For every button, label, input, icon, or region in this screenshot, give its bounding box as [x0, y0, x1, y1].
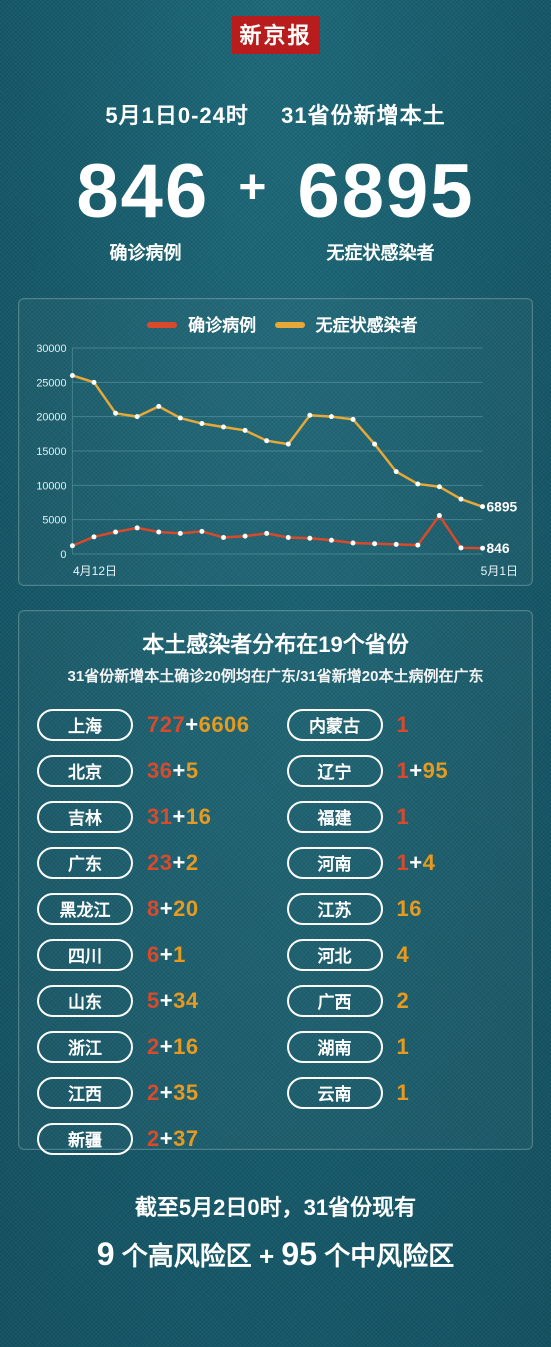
province-row: 湖南 1	[287, 1026, 515, 1068]
province-pill: 北京	[37, 755, 133, 787]
province-pill: 上海	[37, 709, 133, 741]
svg-text:20000: 20000	[36, 412, 66, 424]
headline-big-numbers: 846 + 6895	[0, 148, 551, 235]
svg-text:15000: 15000	[36, 446, 66, 458]
headline: 5月1日0-24时 31省份新增本土 846 + 6895 确诊病例 无症状感染…	[0, 98, 551, 265]
province-row: 云南 1	[287, 1072, 515, 1114]
province-numbers: 1+4	[397, 850, 436, 876]
province-row: 广东 23+2	[37, 842, 265, 884]
province-row: 江苏 16	[287, 888, 515, 930]
province-numbers: 727+6606	[147, 712, 250, 738]
province-numbers: 23+2	[147, 850, 199, 876]
chart-x-axis: 4月12日 5月1日	[29, 560, 522, 579]
high-risk-number: 9	[97, 1236, 115, 1272]
province-row: 内蒙古 1	[287, 704, 515, 746]
province-row: 江西 2+35	[37, 1072, 265, 1114]
province-numbers: 2+35	[147, 1080, 199, 1106]
headline-scope: 31省份新增本土	[281, 103, 445, 128]
chart-legend: 确诊病例 无症状感染者	[29, 311, 522, 336]
province-pill: 湖南	[287, 1031, 383, 1063]
trend-chart-card: 确诊病例 无症状感染者 0 5000 10000 15000 20000 25000 300…	[18, 298, 533, 586]
province-row: 山东 5+34	[37, 980, 265, 1022]
province-column-left: 上海 727+6606 北京 36+5 吉林 31+16 广东 23+2 黑龙江 8+20 四川 6+…	[37, 704, 265, 1164]
svg-text:30000: 30000	[36, 343, 66, 355]
province-row: 浙江 2+16	[37, 1026, 265, 1068]
distribution-subtitle: 31省份新增本土确诊20例均在广东/31省新增20本土病例在广东	[37, 665, 514, 686]
province-numbers: 16	[397, 896, 422, 922]
svg-text:846: 846	[487, 540, 510, 556]
province-pill: 四川	[37, 939, 133, 971]
asymptomatic-label: 无症状感染者	[251, 239, 511, 265]
svg-text:10000: 10000	[36, 480, 66, 492]
province-numbers: 2+16	[147, 1034, 199, 1060]
province-numbers: 6+1	[147, 942, 186, 968]
svg-text:0: 0	[60, 549, 66, 560]
province-row: 新疆 2+37	[37, 1118, 265, 1160]
brand-logo: 新京报	[231, 16, 319, 54]
province-pill: 福建	[287, 801, 383, 833]
distribution-card: 本土感染者分布在19个省份 31省份新增本土确诊20例均在广东/31省新增20本…	[18, 610, 533, 1150]
svg-text:25000: 25000	[36, 377, 66, 389]
province-row: 福建 1	[287, 796, 515, 838]
footer-line1: 截至5月2日0时，31省份现有	[0, 1190, 551, 1222]
province-pill: 山东	[37, 985, 133, 1017]
province-pill: 新疆	[37, 1123, 133, 1155]
province-numbers: 1+95	[397, 758, 449, 784]
confirmed-number: 846	[76, 149, 209, 234]
province-pill: 吉林	[37, 801, 133, 833]
province-row: 广西 2	[287, 980, 515, 1022]
province-pill: 河南	[287, 847, 383, 879]
province-row: 河南 1+4	[287, 842, 515, 884]
province-numbers: 5+34	[147, 988, 199, 1014]
svg-text:5000: 5000	[42, 515, 66, 527]
legend-label-asymptomatic: 无症状感染者	[316, 316, 418, 335]
province-row: 辽宁 1+95	[287, 750, 515, 792]
plus-sign: +	[238, 161, 268, 214]
province-numbers: 1	[397, 712, 410, 738]
province-pill: 江苏	[287, 893, 383, 925]
mid-risk-number: 95	[281, 1236, 317, 1272]
legend-label-confirmed: 确诊病例	[188, 316, 256, 335]
province-numbers: 2	[397, 988, 410, 1014]
province-pill: 广西	[287, 985, 383, 1017]
footer-summary: 截至5月2日0时，31省份现有 9 个高风险区 + 95 个中风险区	[0, 1190, 551, 1273]
province-pill: 内蒙古	[287, 709, 383, 741]
province-pill: 浙江	[37, 1031, 133, 1063]
trend-chart: 0 5000 10000 15000 20000 25000 30000 6895 846	[29, 342, 522, 560]
province-numbers: 2+37	[147, 1126, 199, 1152]
legend-swatch-asymptomatic	[275, 322, 305, 328]
province-numbers: 31+16	[147, 804, 211, 830]
province-column-right: 内蒙古 1 辽宁 1+95 福建 1 河南 1+4 江苏 16 河北 4 广西 2 湖南 1 云南 1	[287, 704, 515, 1164]
province-numbers: 1	[397, 804, 410, 830]
province-row: 吉林 31+16	[37, 796, 265, 838]
high-risk-text: 个高风险区	[122, 1241, 252, 1271]
x-start-label: 4月12日	[73, 562, 117, 579]
province-row: 黑龙江 8+20	[37, 888, 265, 930]
province-numbers: 1	[397, 1034, 410, 1060]
headline-date: 5月1日0-24时	[105, 103, 249, 128]
province-pill: 江西	[37, 1077, 133, 1109]
province-row: 上海 727+6606	[37, 704, 265, 746]
province-pill: 河北	[287, 939, 383, 971]
confirmed-label: 确诊病例	[41, 239, 251, 265]
province-numbers: 8+20	[147, 896, 199, 922]
footer-plus: +	[259, 1241, 274, 1271]
province-pill: 辽宁	[287, 755, 383, 787]
province-numbers: 4	[397, 942, 410, 968]
province-pill: 广东	[37, 847, 133, 879]
asymptomatic-number: 6895	[298, 149, 475, 234]
province-pill: 云南	[287, 1077, 383, 1109]
legend-swatch-confirmed	[147, 322, 177, 328]
province-pill: 黑龙江	[37, 893, 133, 925]
distribution-title: 本土感染者分布在19个省份	[37, 627, 514, 659]
x-end-label: 5月1日	[481, 562, 518, 579]
province-numbers: 36+5	[147, 758, 199, 784]
province-row: 四川 6+1	[37, 934, 265, 976]
province-row: 河北 4	[287, 934, 515, 976]
province-row: 北京 36+5	[37, 750, 265, 792]
svg-text:6895: 6895	[487, 499, 518, 515]
footer-line2: 9 个高风险区 + 95 个中风险区	[0, 1236, 551, 1273]
province-numbers: 1	[397, 1080, 410, 1106]
mid-risk-text: 个中风险区	[324, 1241, 454, 1271]
